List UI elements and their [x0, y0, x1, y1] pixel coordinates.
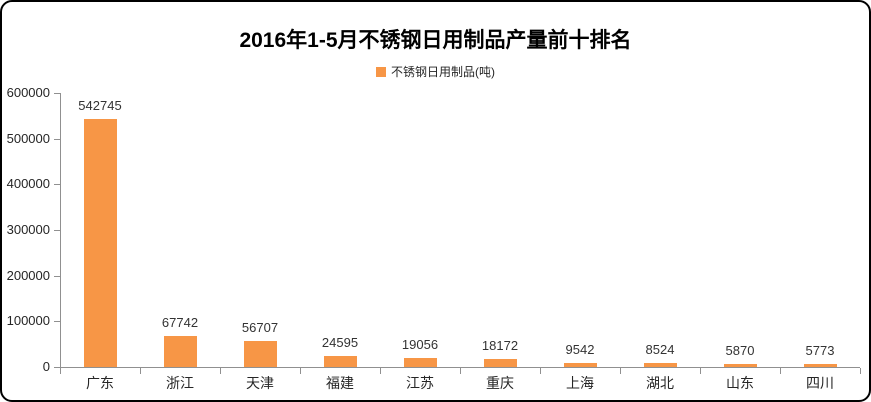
x-tick — [380, 368, 381, 374]
bar-value-label: 19056 — [401, 337, 439, 353]
x-tick — [620, 368, 621, 374]
legend: 不锈钢日用制品(吨) — [2, 63, 869, 80]
y-tick — [54, 93, 60, 94]
legend-swatch-icon — [376, 66, 386, 77]
x-axis-label: 山东 — [726, 375, 754, 391]
x-axis-label: 广东 — [86, 375, 114, 391]
bar — [163, 336, 197, 367]
bar-value-label: 9542 — [565, 341, 595, 357]
x-axis-label: 湖北 — [646, 375, 674, 391]
bar — [483, 358, 517, 367]
y-tick — [54, 230, 60, 231]
x-tick — [540, 368, 541, 374]
bar — [803, 364, 837, 367]
x-tick — [460, 368, 461, 374]
y-axis-line — [60, 93, 61, 367]
y-axis-label: 600000 — [6, 85, 50, 100]
x-axis-label: 重庆 — [486, 375, 514, 391]
legend-label: 不锈钢日用制品(吨) — [391, 65, 495, 79]
bar-value-label: 56707 — [241, 320, 279, 336]
bar-value-label: 542745 — [78, 98, 122, 114]
y-tick — [54, 321, 60, 323]
bar-value-label: 24595 — [321, 334, 359, 350]
y-tick — [54, 275, 60, 277]
x-tick — [700, 368, 701, 374]
bar — [323, 355, 357, 367]
y-axis-label: 400000 — [6, 176, 50, 192]
chart-title: 2016年1-5月不锈钢日用制品产量前十排名 — [239, 29, 632, 52]
x-tick — [860, 368, 861, 374]
x-tick — [60, 368, 61, 374]
x-axis-label: 江苏 — [406, 375, 434, 391]
bar — [563, 362, 597, 367]
x-tick — [220, 368, 221, 374]
y-tick — [54, 138, 60, 140]
bar — [243, 341, 277, 367]
bar — [723, 364, 757, 367]
x-axis-label: 上海 — [566, 375, 594, 391]
x-tick — [300, 368, 301, 374]
y-tick — [54, 367, 60, 368]
bar-value-label: 67742 — [161, 315, 199, 331]
y-axis-label: 200000 — [6, 267, 50, 283]
y-tick — [54, 184, 60, 186]
bar-value-label: 18172 — [481, 337, 519, 353]
bar — [83, 119, 117, 367]
y-axis-label: 300000 — [6, 222, 50, 237]
x-axis-label: 福建 — [326, 375, 354, 391]
x-axis-label: 四川 — [806, 375, 834, 391]
x-tick — [140, 368, 141, 374]
bar-value-label: 8524 — [645, 342, 675, 358]
bar — [403, 358, 437, 367]
bar-value-label: 5870 — [725, 343, 755, 359]
x-axis-label: 天津 — [246, 375, 274, 391]
x-axis-label: 浙江 — [166, 375, 194, 391]
x-axis-line — [60, 367, 860, 368]
bar — [643, 363, 677, 367]
y-axis-label: 0 — [42, 359, 50, 374]
y-axis-label: 500000 — [6, 130, 50, 146]
bar-value-label: 5773 — [805, 343, 835, 359]
x-tick — [780, 368, 781, 374]
y-axis-label: 100000 — [6, 313, 50, 329]
